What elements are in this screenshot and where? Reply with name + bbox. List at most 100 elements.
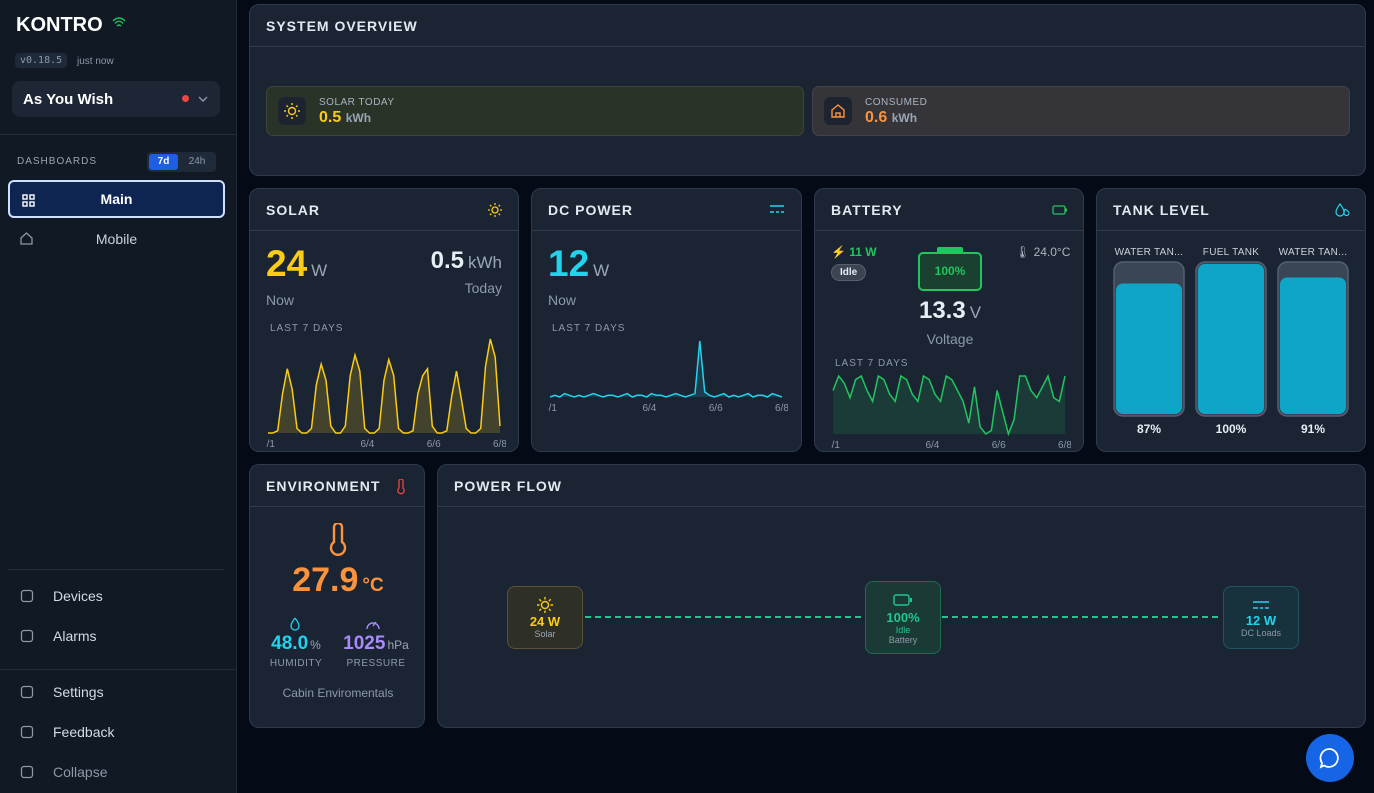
stat-label: SOLAR TODAY	[319, 97, 395, 108]
node-value: 12 W	[1245, 613, 1277, 628]
flow-node: 24 W Solar	[507, 586, 583, 649]
card-title: DC POWER	[548, 202, 633, 218]
nav-label: Mobile	[95, 231, 138, 247]
now-label: Now	[266, 292, 295, 308]
power-flow-card: POWER FLOW 24 W Solar 100% Idle Battery 12 …	[437, 464, 1366, 728]
sparkline: LAST 7 DAYS 6/1 6/4 6/6 6/8	[548, 323, 788, 414]
tank-fill	[1198, 264, 1264, 414]
tank-value: 91%	[1301, 422, 1325, 436]
drop-icon	[1335, 202, 1350, 217]
logo: KONTRO	[16, 14, 103, 36]
node-label: DC Loads	[1240, 628, 1282, 638]
stat-label: CONSUMED	[865, 97, 928, 108]
stat-tile: CONSUMED 0.6 kWh	[812, 86, 1350, 136]
icon-shape	[20, 685, 34, 699]
sun-icon	[537, 597, 553, 613]
value: 13.3	[918, 297, 966, 324]
range-button[interactable]: 7d	[149, 154, 178, 170]
sparkline-area	[833, 376, 1065, 434]
dc-icon	[1253, 601, 1269, 609]
environment-card: ENVIRONMENT 27.9 °C 48.0% HUMIDITY 1025 hP…	[249, 464, 425, 728]
icon-shape	[20, 725, 34, 739]
dc-card: DC POWER 12W Now LAST 7 DAYS 6/1 6/4 6/6 6/8	[531, 188, 802, 452]
battery-icon	[893, 594, 912, 606]
value: 100%	[934, 264, 966, 278]
nav-item[interactable]: Devices	[8, 577, 225, 615]
tank-name: FUEL TANK	[1203, 247, 1259, 258]
tank-card: TANK LEVEL WATER TAN... 87% FUEL TANK 100% W…	[1096, 188, 1366, 452]
sun-icon	[488, 203, 502, 217]
nav-item[interactable]: Settings	[8, 673, 225, 711]
tank-value: 87%	[1137, 422, 1161, 436]
value: 0.6	[865, 109, 888, 126]
humidity: 48.0%	[250, 633, 342, 655]
x-tick-label: 6/1	[831, 440, 840, 451]
range-toggle: 7d 24h	[147, 152, 216, 172]
dc-icon	[770, 205, 784, 213]
unit: W	[593, 261, 610, 280]
sparkline-line	[268, 338, 501, 434]
unit: hPa	[387, 638, 409, 652]
value: 27.9	[292, 561, 359, 599]
range-button[interactable]: 24h	[188, 156, 206, 167]
tank-fill	[1116, 283, 1182, 414]
x-tick-label: 6/1	[548, 403, 557, 414]
vessel-select[interactable]: As You Wish	[12, 81, 220, 117]
soc-box: 100%	[918, 247, 982, 291]
today-value: 0.5 kWh	[431, 247, 502, 275]
stat-value: 0.5 kWh	[319, 109, 371, 127]
node-value: 100%	[886, 610, 920, 625]
nav-icon	[20, 725, 34, 739]
flow-lines	[585, 616, 1222, 618]
value: 1025	[343, 633, 386, 654]
node-value: 24 W	[529, 614, 561, 629]
chevron	[198, 96, 208, 102]
sparkline: LAST 7 DAYS 6/1 6/4 6/6 6/8	[266, 323, 506, 450]
terminal	[937, 247, 963, 252]
status-dot	[182, 95, 189, 102]
x-tick-label: 6/8	[1058, 440, 1071, 451]
battery-icon	[1052, 205, 1067, 215]
chat-button[interactable]	[1306, 734, 1354, 782]
voltage-label: Voltage	[926, 331, 974, 347]
node-state: Idle	[895, 625, 911, 635]
nav-item[interactable]: Feedback	[8, 713, 225, 751]
divider	[0, 669, 236, 670]
battery-card: BATTERY ⚡ 11 W Idle 100% 🌡︎ 24.0°C 13.3 V…	[814, 188, 1084, 452]
nav-item[interactable]: Mobile	[8, 220, 225, 258]
icon-shape	[20, 765, 34, 779]
unit: °C	[362, 575, 384, 596]
nav-label: Collapse	[53, 764, 108, 780]
x-tick-label: 6/8	[775, 403, 788, 414]
card-title: SOLAR	[266, 202, 320, 218]
card-title: POWER FLOW	[454, 478, 562, 494]
sun-icon	[278, 97, 306, 125]
drop-icon	[290, 617, 300, 631]
value: 24.0°C	[1033, 245, 1071, 259]
node-label: Solar	[534, 629, 556, 639]
tank-gauges: WATER TAN... 87% FUEL TANK 100% WATER TAN...…	[1113, 247, 1349, 436]
nav-item[interactable]: Collapse	[8, 753, 225, 791]
nav-icon	[20, 685, 34, 699]
chat-icon	[1319, 748, 1339, 769]
gauge-icon	[366, 621, 380, 630]
unit: W	[311, 261, 328, 280]
nav-item[interactable]: Main	[8, 180, 225, 218]
state-pill: Idle	[831, 264, 867, 281]
tank-name: WATER TAN...	[1279, 247, 1348, 258]
tank-value: 100%	[1216, 422, 1247, 436]
thermometer-icon	[397, 479, 405, 495]
x-tick-label: 6/8	[493, 439, 506, 450]
grid-icon	[22, 194, 35, 207]
pressure-label: PRESSURE	[346, 658, 406, 669]
x-tick-label: 6/4	[925, 440, 939, 451]
x-tick-label: 6/1	[266, 439, 275, 450]
voltage: 13.3 V	[815, 297, 1083, 325]
chart-label: LAST 7 DAYS	[835, 358, 908, 369]
nav-item[interactable]: Alarms	[8, 617, 225, 655]
nav-label: Settings	[53, 684, 104, 700]
x-tick-label: 6/6	[992, 440, 1006, 451]
nav-icon	[20, 589, 34, 603]
